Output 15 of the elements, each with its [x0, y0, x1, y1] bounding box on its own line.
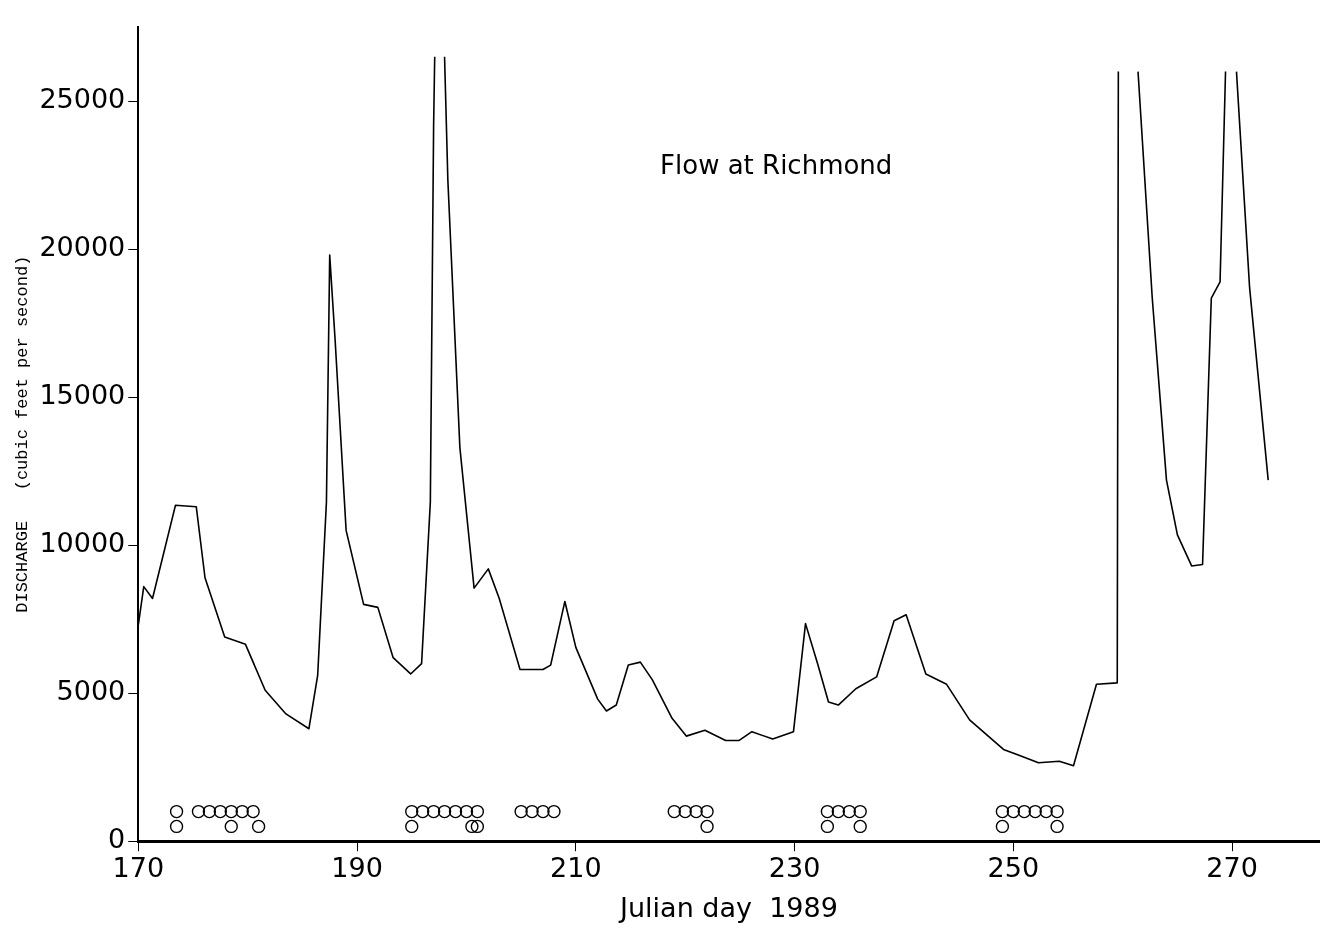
y-tick-label: 0 [108, 823, 126, 855]
y-axis-title: DISCHARGE (cubic feet per second) [12, 255, 32, 613]
x-tick-label: 190 [331, 852, 383, 884]
x-axis-title: Julian day 1989 [618, 891, 838, 923]
x-tick-label: 230 [768, 852, 821, 884]
y-tick-label: 25000 [39, 83, 126, 115]
text: Flow at Richmond [660, 149, 893, 180]
y-tick-label: 15000 [39, 379, 126, 411]
y-tick-label: 10000 [39, 527, 126, 559]
x-tick-label: 210 [550, 852, 602, 884]
x-tick-label: 270 [1206, 852, 1258, 884]
x-tick-label: 170 [112, 852, 165, 884]
y-tick-label: 5000 [56, 675, 126, 707]
x-tick-label: 250 [987, 852, 1040, 884]
y-tick-label: 20000 [39, 231, 126, 263]
